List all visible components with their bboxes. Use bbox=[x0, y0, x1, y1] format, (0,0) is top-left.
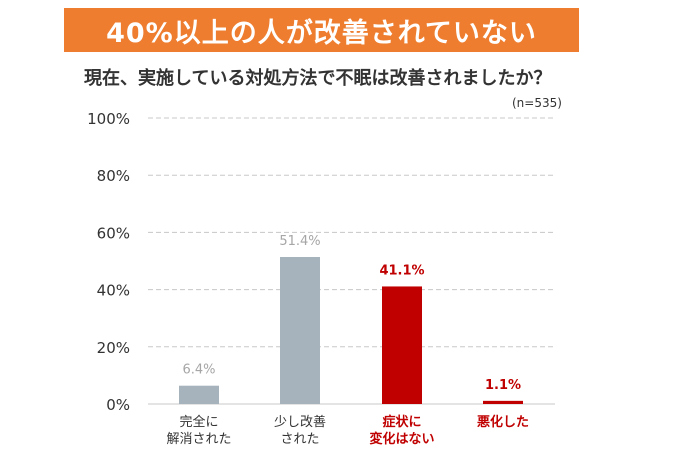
data-label: 41.1% bbox=[379, 263, 424, 278]
y-tick-label: 60% bbox=[97, 224, 130, 242]
bar bbox=[382, 286, 422, 404]
data-label: 1.1% bbox=[485, 378, 521, 393]
headline-text: 40%以上の人が改善されていない bbox=[106, 17, 537, 49]
x-tick-label: 悪化した bbox=[477, 414, 529, 430]
y-tick-label: 20% bbox=[97, 339, 130, 357]
bar bbox=[280, 256, 320, 404]
bar bbox=[483, 400, 523, 404]
bar bbox=[179, 385, 219, 404]
x-tick-label: 解消された bbox=[166, 432, 231, 447]
x-tick-label: 変化はない bbox=[369, 431, 434, 447]
headline-banner: 40%以上の人が改善されていない bbox=[64, 8, 579, 52]
x-tick-label: 完全に bbox=[179, 414, 218, 430]
data-label: 6.4% bbox=[182, 363, 215, 378]
x-tick-label: された bbox=[280, 432, 319, 447]
y-tick-label: 80% bbox=[97, 167, 130, 185]
y-tick-label: 100% bbox=[87, 110, 130, 128]
x-tick-label: 少し改善 bbox=[274, 414, 326, 430]
data-label: 51.4% bbox=[279, 234, 320, 249]
y-tick-label: 0% bbox=[106, 396, 130, 414]
x-tick-label: 症状に bbox=[382, 414, 421, 430]
chart-question: 現在、実施している対処方法で不眠は改善されましたか？ bbox=[84, 68, 552, 89]
sample-size-label: (n=535) bbox=[512, 96, 562, 110]
y-tick-label: 40% bbox=[97, 282, 130, 300]
